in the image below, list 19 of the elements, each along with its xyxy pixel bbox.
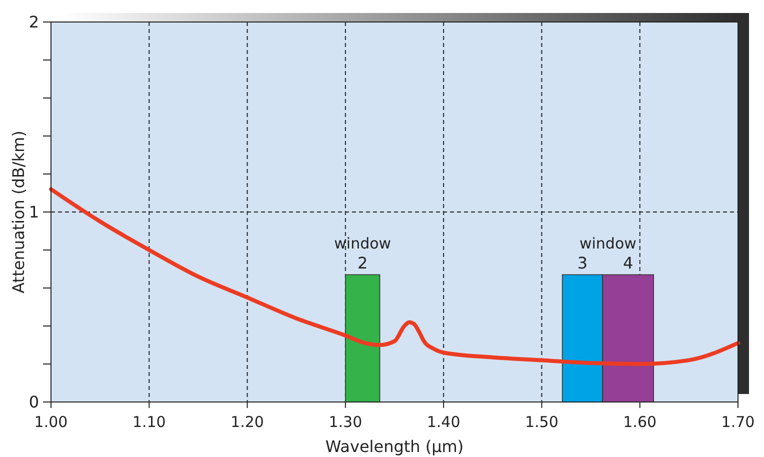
x-tick-label: 1.30 (328, 413, 362, 431)
y-axis-title: Attenuation (dB/km) (9, 130, 28, 294)
x-tick-label: 1.20 (230, 413, 264, 431)
x-tick-label: 1.50 (525, 413, 558, 431)
x-tick-label: 1.10 (132, 413, 166, 431)
x-tick-label: 1.00 (34, 413, 68, 431)
x-tick-label: 1.40 (426, 413, 460, 431)
annotation: window (580, 234, 636, 253)
x-tick-label: 1.60 (623, 413, 657, 431)
series-label: 2 (358, 254, 368, 273)
line-series (49, 187, 740, 366)
x-axis-title: Wavelength (µm) (325, 437, 464, 456)
annotation: window (334, 234, 392, 253)
y-tick-label: 2 (28, 12, 39, 32)
series-label: 4 (622, 254, 634, 273)
y-tick-label: 1 (28, 202, 39, 222)
x-tick-label: 1.70 (721, 413, 755, 431)
y-tick-label: 0 (28, 392, 39, 412)
series-label: 3 (577, 254, 588, 273)
